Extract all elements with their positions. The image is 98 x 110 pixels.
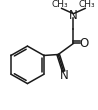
Text: N: N (69, 9, 78, 22)
Text: O: O (79, 37, 89, 50)
Text: CH₃: CH₃ (51, 0, 68, 9)
Text: CH₃: CH₃ (79, 0, 95, 9)
Text: N: N (60, 69, 69, 82)
